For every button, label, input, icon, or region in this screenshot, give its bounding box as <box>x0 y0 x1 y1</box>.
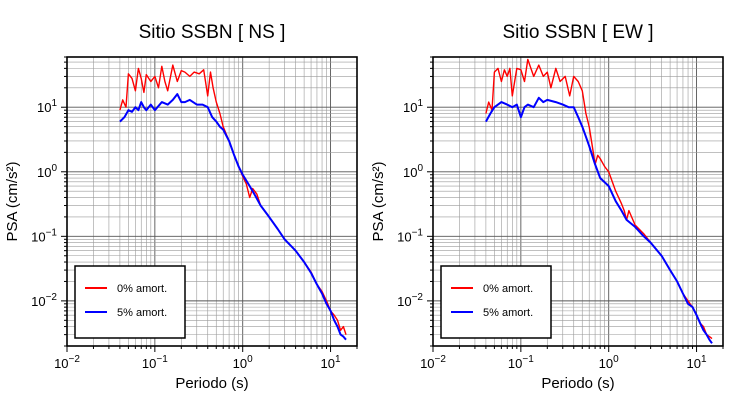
y-tick-label: 10−2 <box>397 292 423 309</box>
y-axis-label: PSA (cm/s²) <box>370 161 387 241</box>
plot-frame <box>66 56 358 347</box>
x-tick-label: 101 <box>321 354 341 371</box>
legend-box <box>74 265 186 339</box>
chart-title: Sitio SSBN [ NS ] <box>139 22 286 43</box>
chart-panel-2: 10−2 10−1 100 101 10−2 10−1 100 101 Sitio SSBN [… <box>370 22 724 392</box>
legend-label: 0% amort. <box>117 283 167 295</box>
y-tick-label: 101 <box>37 98 57 115</box>
chart-panel-1: 10−2 10−1 100 101 10−2 10−1 100 101 Sitio SSBN [… <box>4 22 358 392</box>
legend: 0% amort. 5% amort. <box>440 265 552 339</box>
y-axis-label: PSA (cm/s²) <box>4 161 21 241</box>
legend-label: 0% amort. <box>483 283 533 295</box>
series-line-blue <box>485 96 713 344</box>
x-tick-label: 10−2 <box>54 354 80 371</box>
y-tick-label: 10−1 <box>397 227 423 244</box>
y-tick-label: 10−2 <box>31 292 57 309</box>
x-tick-label: 101 <box>687 354 707 371</box>
x-axis-label: Periodo (s) <box>175 375 248 392</box>
tick-marks <box>61 56 358 352</box>
x-tick-label: 100 <box>233 354 253 371</box>
legend: 0% amort. 5% amort. <box>74 265 186 339</box>
series-line-blue <box>119 93 347 341</box>
y-tick-label: 101 <box>403 98 423 115</box>
y-tick-label: 100 <box>37 163 57 180</box>
tick-marks <box>427 56 724 352</box>
x-tick-label: 10−2 <box>420 354 446 371</box>
legend-label: 5% amort. <box>117 307 167 319</box>
x-tick-label: 10−1 <box>142 354 168 371</box>
legend-box <box>440 265 552 339</box>
x-tick-label: 10−1 <box>508 354 534 371</box>
chart-title: Sitio SSBN [ EW ] <box>503 22 654 43</box>
y-tick-label: 100 <box>403 163 423 180</box>
plot-frame <box>432 56 724 347</box>
legend-label: 5% amort. <box>483 307 533 319</box>
x-tick-label: 100 <box>599 354 619 371</box>
y-tick-label: 10−1 <box>31 227 57 244</box>
x-axis-label: Periodo (s) <box>541 375 614 392</box>
